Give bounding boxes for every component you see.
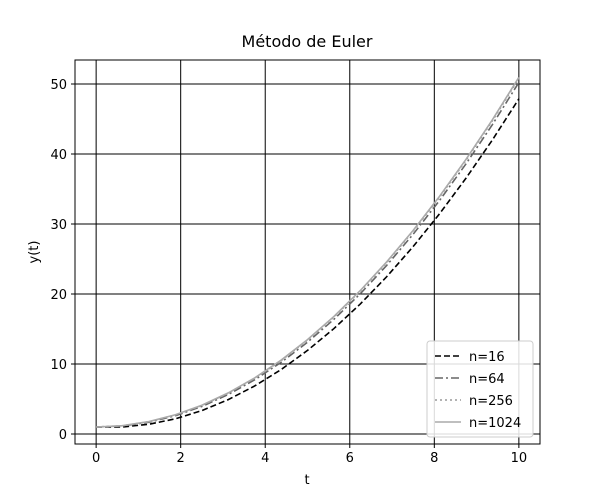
y-tick-label: 50	[50, 78, 67, 93]
legend-label: n=64	[469, 372, 505, 387]
y-tick-label: 40	[50, 148, 67, 163]
line-series	[96, 76, 520, 428]
y-tick-label: 30	[50, 218, 67, 233]
chart-title: Método de Euler	[242, 32, 373, 51]
x-axis-label: t	[304, 473, 309, 488]
x-tick-label: 2	[177, 451, 185, 466]
x-tick-label: 6	[346, 451, 354, 466]
axes-frame	[74, 59, 541, 445]
legend-label: n=1024	[469, 416, 521, 431]
y-tick-label: 0	[59, 428, 67, 443]
y-tick-label: 20	[50, 288, 67, 303]
x-tick-label: 10	[511, 451, 528, 466]
y-tick-label: 10	[50, 358, 67, 373]
legend-label: n=16	[469, 350, 505, 365]
x-tick-label: 0	[92, 451, 100, 466]
line-series	[96, 98, 520, 428]
legend-box	[426, 340, 534, 438]
x-tick-label: 8	[430, 451, 438, 466]
legend-label: n=256	[469, 394, 513, 409]
y-axis-label: y(t)	[27, 241, 42, 264]
x-tick-label: 4	[261, 451, 269, 466]
